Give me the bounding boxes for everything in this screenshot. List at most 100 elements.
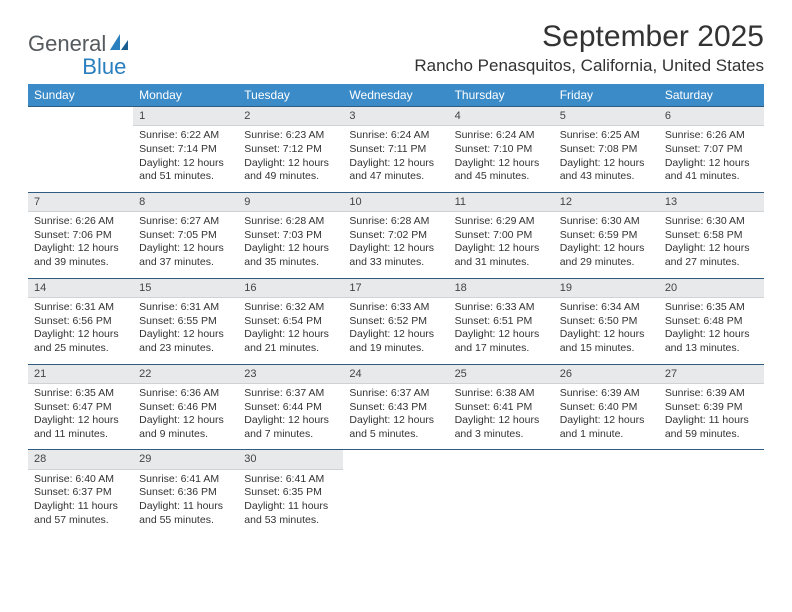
sunrise-text: Sunrise: 6:33 AM [455,301,548,315]
day-content-cell: Sunrise: 6:39 AMSunset: 6:40 PMDaylight:… [554,383,659,450]
daylight-text: Daylight: 12 hours and 29 minutes. [560,242,653,269]
day-number-row: 282930 [28,450,764,469]
daylight-text: Daylight: 12 hours and 23 minutes. [139,328,232,355]
sunset-text: Sunset: 7:11 PM [349,143,442,157]
calendar-table: Sunday Monday Tuesday Wednesday Thursday… [28,84,764,535]
day-number-cell: 15 [133,278,238,297]
day-content-cell: Sunrise: 6:22 AMSunset: 7:14 PMDaylight:… [133,126,238,193]
sunrise-text: Sunrise: 6:38 AM [455,387,548,401]
day-content-cell: Sunrise: 6:41 AMSunset: 6:36 PMDaylight:… [133,469,238,535]
header: General Blue September 2025 Rancho Penas… [28,20,764,76]
day-number: 7 [34,196,40,208]
day-content-cell: Sunrise: 6:37 AMSunset: 6:44 PMDaylight:… [238,383,343,450]
day-number-cell [28,107,133,126]
day-number: 26 [560,368,572,380]
day-number-cell: 7 [28,192,133,211]
sunrise-text: Sunrise: 6:28 AM [244,215,337,229]
sunset-text: Sunset: 7:06 PM [34,229,127,243]
sunset-text: Sunset: 6:47 PM [34,401,127,415]
day-number-cell: 17 [343,278,448,297]
day-number: 17 [349,282,361,294]
sunset-text: Sunset: 6:36 PM [139,486,232,500]
day-number-cell: 4 [449,107,554,126]
day-number-cell [343,450,448,469]
sunrise-text: Sunrise: 6:23 AM [244,129,337,143]
sunrise-text: Sunrise: 6:24 AM [455,129,548,143]
sunrise-text: Sunrise: 6:32 AM [244,301,337,315]
day-number-cell: 16 [238,278,343,297]
weekday-saturday: Saturday [659,84,764,107]
sunrise-text: Sunrise: 6:22 AM [139,129,232,143]
day-number-row: 14151617181920 [28,278,764,297]
daylight-text: Daylight: 12 hours and 17 minutes. [455,328,548,355]
daylight-text: Daylight: 12 hours and 1 minute. [560,414,653,441]
sunrise-text: Sunrise: 6:30 AM [665,215,758,229]
daylight-text: Daylight: 12 hours and 13 minutes. [665,328,758,355]
daylight-text: Daylight: 12 hours and 51 minutes. [139,157,232,184]
day-content-cell: Sunrise: 6:36 AMSunset: 6:46 PMDaylight:… [133,383,238,450]
day-content-cell: Sunrise: 6:28 AMSunset: 7:02 PMDaylight:… [343,212,448,279]
daylight-text: Daylight: 12 hours and 33 minutes. [349,242,442,269]
day-number: 21 [34,368,46,380]
daylight-text: Daylight: 12 hours and 9 minutes. [139,414,232,441]
calendar-page: General Blue September 2025 Rancho Penas… [0,0,792,555]
day-content-cell: Sunrise: 6:31 AMSunset: 6:56 PMDaylight:… [28,298,133,365]
day-number-cell: 2 [238,107,343,126]
day-content-cell: Sunrise: 6:35 AMSunset: 6:48 PMDaylight:… [659,298,764,365]
day-content-row: Sunrise: 6:26 AMSunset: 7:06 PMDaylight:… [28,212,764,279]
day-number: 18 [455,282,467,294]
day-number-cell: 5 [554,107,659,126]
sunset-text: Sunset: 6:58 PM [665,229,758,243]
daylight-text: Daylight: 12 hours and 43 minutes. [560,157,653,184]
sunset-text: Sunset: 6:55 PM [139,315,232,329]
sunset-text: Sunset: 6:40 PM [560,401,653,415]
sunset-text: Sunset: 6:59 PM [560,229,653,243]
sunrise-text: Sunrise: 6:39 AM [560,387,653,401]
day-number-cell: 8 [133,192,238,211]
day-content-cell: Sunrise: 6:35 AMSunset: 6:47 PMDaylight:… [28,383,133,450]
sunset-text: Sunset: 7:05 PM [139,229,232,243]
sunrise-text: Sunrise: 6:40 AM [34,473,127,487]
sunset-text: Sunset: 7:10 PM [455,143,548,157]
day-number: 20 [665,282,677,294]
day-content-cell: Sunrise: 6:37 AMSunset: 6:43 PMDaylight:… [343,383,448,450]
day-content-cell: Sunrise: 6:30 AMSunset: 6:58 PMDaylight:… [659,212,764,279]
daylight-text: Daylight: 12 hours and 39 minutes. [34,242,127,269]
day-content-row: Sunrise: 6:35 AMSunset: 6:47 PMDaylight:… [28,383,764,450]
day-number-cell: 13 [659,192,764,211]
day-number: 14 [34,282,46,294]
sunrise-text: Sunrise: 6:26 AM [34,215,127,229]
sunset-text: Sunset: 6:39 PM [665,401,758,415]
sunset-text: Sunset: 6:46 PM [139,401,232,415]
sunset-text: Sunset: 6:54 PM [244,315,337,329]
weekday-wednesday: Wednesday [343,84,448,107]
weekday-sunday: Sunday [28,84,133,107]
day-number: 22 [139,368,151,380]
day-number-cell: 9 [238,192,343,211]
day-number-cell: 27 [659,364,764,383]
daylight-text: Daylight: 12 hours and 37 minutes. [139,242,232,269]
sunset-text: Sunset: 6:50 PM [560,315,653,329]
day-content-cell: Sunrise: 6:38 AMSunset: 6:41 PMDaylight:… [449,383,554,450]
day-number-cell: 28 [28,450,133,469]
day-number: 24 [349,368,361,380]
day-number: 9 [244,196,250,208]
sunset-text: Sunset: 6:41 PM [455,401,548,415]
day-content-cell: Sunrise: 6:31 AMSunset: 6:55 PMDaylight:… [133,298,238,365]
daylight-text: Daylight: 12 hours and 11 minutes. [34,414,127,441]
sunrise-text: Sunrise: 6:31 AM [139,301,232,315]
day-number: 4 [455,110,461,122]
day-number: 2 [244,110,250,122]
day-content-cell: Sunrise: 6:39 AMSunset: 6:39 PMDaylight:… [659,383,764,450]
title-block: September 2025 Rancho Penasquitos, Calif… [414,20,764,76]
day-content-cell [554,469,659,535]
day-number-row: 78910111213 [28,192,764,211]
daylight-text: Daylight: 12 hours and 5 minutes. [349,414,442,441]
weekday-header-row: Sunday Monday Tuesday Wednesday Thursday… [28,84,764,107]
daylight-text: Daylight: 11 hours and 59 minutes. [665,414,758,441]
day-content-row: Sunrise: 6:31 AMSunset: 6:56 PMDaylight:… [28,298,764,365]
day-number-cell: 11 [449,192,554,211]
logo-sail-icon [108,32,130,57]
daylight-text: Daylight: 11 hours and 57 minutes. [34,500,127,527]
sunrise-text: Sunrise: 6:41 AM [244,473,337,487]
